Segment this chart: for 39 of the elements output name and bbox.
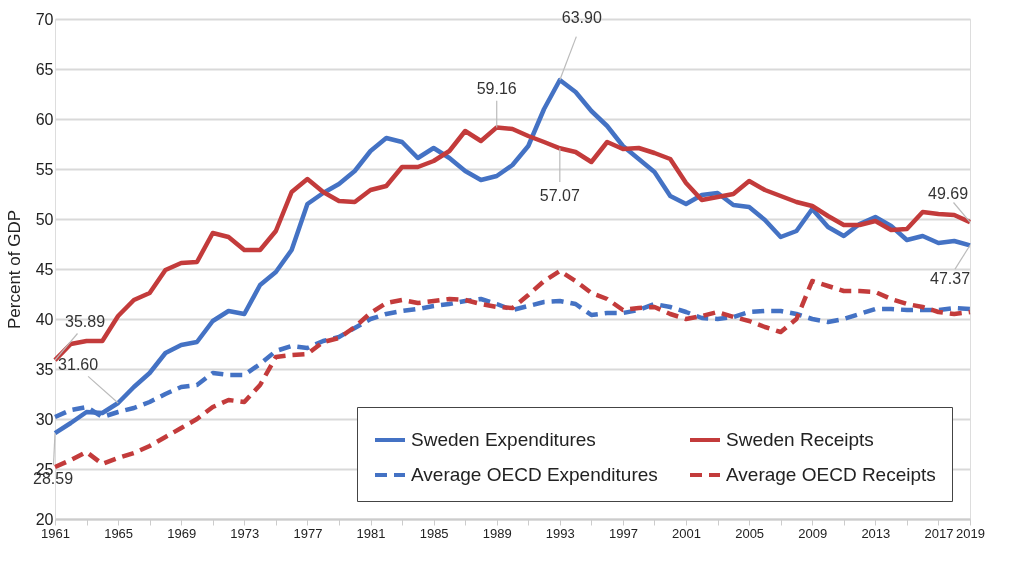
- y-tick-label: 55: [35, 160, 54, 178]
- y-tick-label: 30: [35, 410, 54, 428]
- x-tick-label: 1985: [419, 525, 449, 541]
- y-tick-label: 45: [35, 260, 54, 278]
- x-tick-label: 1989: [482, 525, 512, 541]
- line-series: [52, 268, 973, 470]
- x-tick-label: 2017: [924, 525, 954, 541]
- annotation: 59.16: [476, 80, 517, 98]
- y-axis-title: Percent of GDP: [4, 209, 24, 330]
- y-tick-label: 40: [35, 310, 54, 328]
- x-tick-label: 1977: [293, 525, 323, 541]
- legend-label: Sweden Receipts: [726, 429, 874, 450]
- annotation: 35.89: [64, 313, 106, 331]
- annotation: 49.69: [927, 185, 969, 203]
- x-tick-label: 1969: [167, 525, 197, 541]
- x-tick-label: 1965: [104, 525, 134, 541]
- x-tick-label: 2019: [956, 525, 985, 541]
- x-tick-label: 2005: [735, 525, 765, 541]
- annotation: 57.07: [539, 187, 580, 205]
- annotation: 31.60: [58, 356, 99, 373]
- legend-label: Average OECD Receipts: [726, 464, 936, 485]
- y-tick-label: 50: [35, 210, 54, 228]
- annotation: 47.37: [929, 270, 971, 288]
- y-tick-label: 20: [35, 510, 54, 528]
- legend-label: Sweden Expenditures: [411, 429, 596, 450]
- y-tick-label: 60: [35, 110, 54, 128]
- x-tick-label: 1993: [545, 525, 575, 541]
- y-tick-label: 70: [35, 10, 54, 28]
- x-tick-label: 1973: [230, 525, 260, 541]
- annotation: 63.90: [561, 9, 602, 26]
- x-tick-label: 1961: [41, 525, 70, 541]
- x-tick-label: 2009: [798, 525, 828, 541]
- y-tick-label: 65: [35, 60, 54, 78]
- x-tick-label: 1997: [608, 525, 638, 541]
- x-tick-label: 1981: [356, 525, 386, 541]
- x-tick-label: 2001: [672, 525, 701, 541]
- y-tick-label: 35: [35, 360, 54, 378]
- legend-label: Average OECD Expenditures: [411, 464, 658, 485]
- x-tick-label: 2013: [861, 525, 891, 541]
